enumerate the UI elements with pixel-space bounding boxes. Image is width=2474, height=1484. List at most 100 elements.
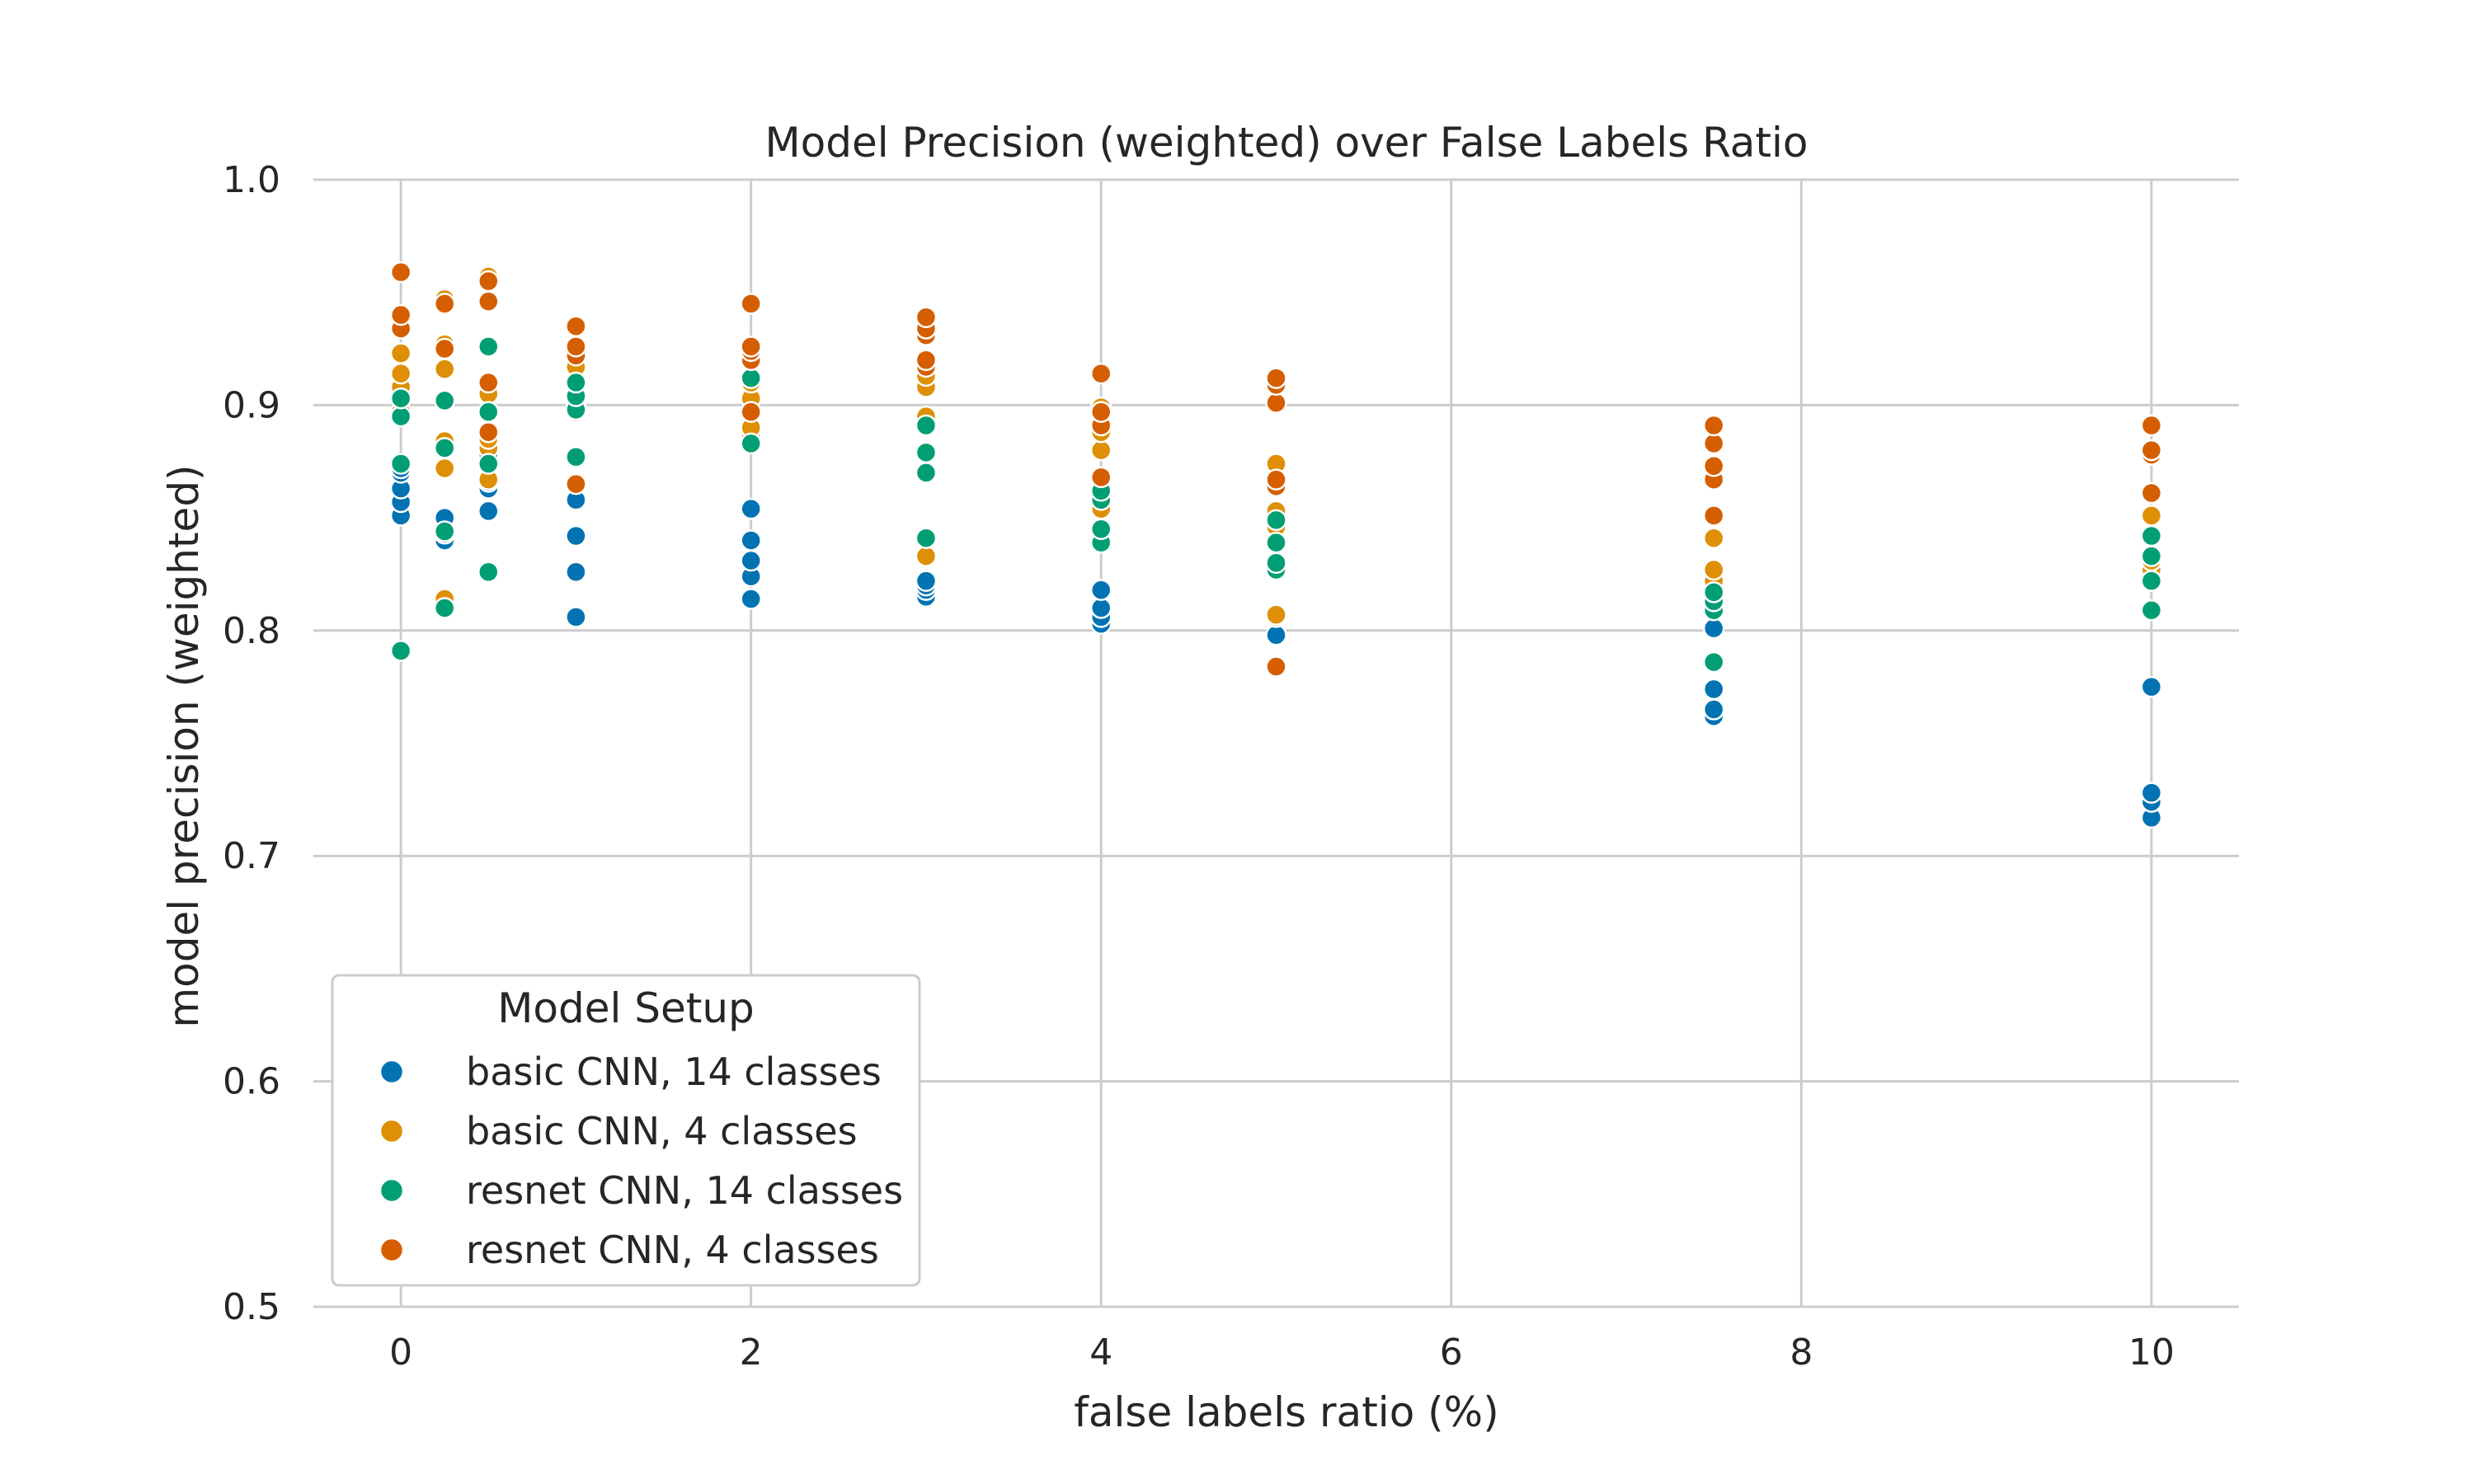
x-axis-label: false labels ratio (%) [1074, 1388, 1498, 1436]
data-point [2140, 414, 2163, 437]
data-point [915, 527, 938, 549]
legend-frame [331, 974, 921, 1287]
data-point [477, 270, 500, 293]
data-point [565, 472, 587, 495]
data-point [1265, 468, 1287, 491]
data-point [915, 414, 938, 437]
data-point [433, 437, 456, 459]
data-point [565, 315, 587, 337]
data-point [477, 420, 500, 444]
data-point [389, 387, 412, 410]
x-tick-label: 10 [2128, 1331, 2175, 1374]
data-point [565, 371, 587, 394]
data-point [1265, 509, 1287, 532]
legend-title: Model Setup [497, 984, 755, 1032]
legend-label: resnet CNN, 14 classes [466, 1168, 903, 1213]
data-point [915, 349, 938, 371]
data-point [433, 457, 456, 480]
data-point [740, 293, 762, 315]
y-tick-label: 0.9 [223, 384, 280, 426]
data-point [740, 336, 762, 358]
data-point [433, 389, 456, 412]
data-point [1702, 698, 1725, 721]
legend-marker [379, 1177, 405, 1204]
y-tick-label: 0.5 [223, 1286, 280, 1328]
data-point [433, 293, 456, 315]
data-point [565, 336, 587, 358]
legend-marker [379, 1118, 405, 1144]
data-point [915, 545, 938, 567]
data-point [565, 524, 587, 547]
data-point [1702, 505, 1725, 527]
y-axis-label: model precision (weighted) [160, 464, 208, 1027]
data-point [1089, 579, 1112, 601]
legend-marker [379, 1237, 405, 1263]
data-point [389, 405, 412, 428]
data-point [1265, 603, 1287, 626]
data-point [740, 588, 762, 610]
legend-items: basic CNN, 14 classes basic CNN, 4 classe… [379, 1050, 903, 1272]
y-tick-label: 0.6 [223, 1061, 280, 1103]
data-point [433, 358, 456, 380]
data-point [1089, 439, 1112, 462]
data-point [915, 570, 938, 592]
data-point [1702, 678, 1725, 701]
data-point [1265, 392, 1287, 414]
data-point [433, 337, 456, 360]
data-point [740, 432, 762, 455]
data-point [2140, 675, 2163, 698]
y-tick-label: 0.7 [223, 835, 280, 877]
data-point [477, 561, 500, 583]
data-point [2140, 545, 2163, 567]
legend-marker [379, 1059, 405, 1085]
data-point [565, 561, 587, 583]
x-tick-label: 0 [389, 1331, 412, 1374]
data-point [1089, 518, 1112, 541]
data-point [1702, 454, 1725, 477]
data-point [1265, 624, 1287, 646]
data-point [2140, 439, 2163, 462]
data-point [740, 529, 762, 552]
data-point [1265, 531, 1287, 554]
data-point [2140, 782, 2163, 804]
data-point [740, 367, 762, 389]
data-point [389, 640, 412, 662]
point-layer [389, 261, 2163, 829]
data-point [1702, 558, 1725, 581]
data-point [2140, 524, 2163, 547]
data-point [389, 261, 412, 284]
data-point [477, 500, 500, 523]
data-point [433, 520, 456, 542]
data-point [1265, 552, 1287, 575]
data-point [2140, 599, 2163, 622]
data-point [389, 342, 412, 364]
data-point [1702, 432, 1725, 455]
tick-layer: 0 2 4 6 8 10 0.5 0.6 0.7 0.8 0.9 1.0 [223, 159, 2175, 1374]
data-point [915, 306, 938, 329]
data-point [477, 453, 500, 475]
x-tick-label: 8 [1790, 1331, 1813, 1374]
legend-label: resnet CNN, 4 classes [466, 1228, 879, 1272]
data-point [915, 462, 938, 484]
y-tick-label: 1.0 [223, 159, 280, 201]
x-tick-label: 6 [1440, 1331, 1463, 1374]
data-point [1702, 581, 1725, 603]
data-point [1702, 527, 1725, 549]
data-point [1089, 466, 1112, 489]
data-point [477, 371, 500, 394]
data-point [389, 362, 412, 385]
data-point [740, 549, 762, 572]
data-point [915, 441, 938, 464]
data-point [565, 606, 587, 628]
data-point [2140, 505, 2163, 527]
data-point [2140, 481, 2163, 505]
data-point [477, 401, 500, 423]
data-point [1265, 367, 1287, 389]
data-point [477, 336, 500, 358]
data-point [1089, 597, 1112, 619]
data-point [1702, 617, 1725, 640]
chart-title: Model Precision (weighted) over False La… [765, 119, 1808, 167]
x-tick-label: 2 [740, 1331, 763, 1374]
